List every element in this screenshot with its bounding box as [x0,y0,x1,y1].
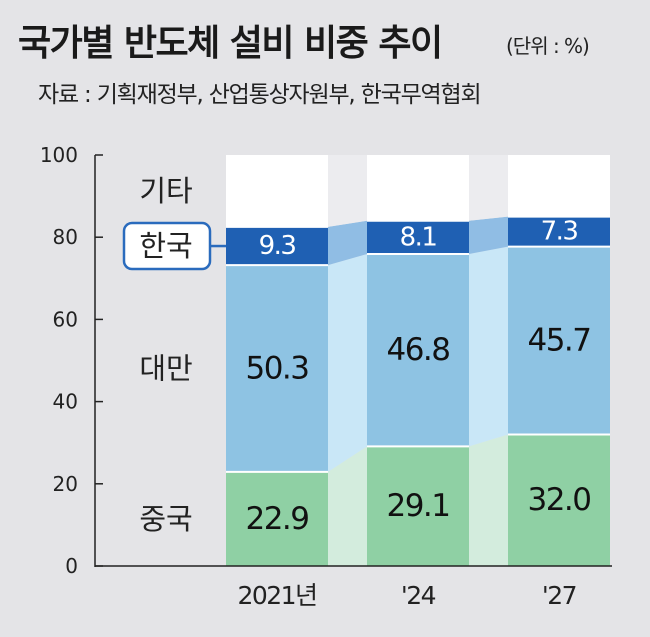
bar-segment [367,254,469,447]
x-tick-label: '24 [401,581,436,610]
bar-segment [508,216,610,247]
bar-segment [508,155,610,217]
value-label: 7.3 [541,217,578,247]
unit-label: (단위 : %) [506,34,590,58]
value-label: 32.0 [527,482,590,518]
source-label: 자료 : 기획재정부, 산업통상자원부, 한국무역협회 [38,82,482,108]
y-tick-label: 80 [53,225,78,249]
bar-segment [367,220,469,255]
bridge-band [328,155,367,227]
bar-segment [226,226,328,266]
bridge-band [469,434,508,566]
value-label: 29.1 [386,488,449,524]
bridge-band [328,254,367,472]
chart-title: 국가별 반도체 설비 비중 추이 [18,23,443,64]
bar-segment [508,434,610,566]
bridge-band [469,216,508,255]
y-tick-label: 40 [53,390,78,414]
x-tick-label: '27 [542,581,576,610]
series-label: 대만 [139,352,192,386]
bridge-band [469,246,508,447]
value-label: 50.3 [245,351,308,387]
value-label: 8.1 [400,222,437,252]
bar-segment [226,155,328,227]
value-label: 9.3 [259,231,296,261]
x-tick-label: 2021년 [237,581,316,610]
series-label: 기타 [139,174,192,208]
bar-segment [367,446,469,566]
bar-segment [367,155,469,221]
series-label: 한국 [139,229,192,263]
bridge-band [469,155,508,221]
bridge-band [328,220,367,266]
bar-segment [226,471,328,566]
value-label: 22.9 [245,501,308,537]
bridge-band [328,446,367,566]
value-label: 45.7 [527,323,590,359]
y-tick-label: 100 [40,143,78,167]
bar-segment [226,265,328,472]
y-tick-label: 0 [65,554,78,578]
bar-segment [508,246,610,435]
series-label: 중국 [139,502,192,536]
y-tick-label: 60 [53,307,78,331]
y-tick-label: 20 [53,472,78,496]
value-label: 46.8 [386,332,449,368]
